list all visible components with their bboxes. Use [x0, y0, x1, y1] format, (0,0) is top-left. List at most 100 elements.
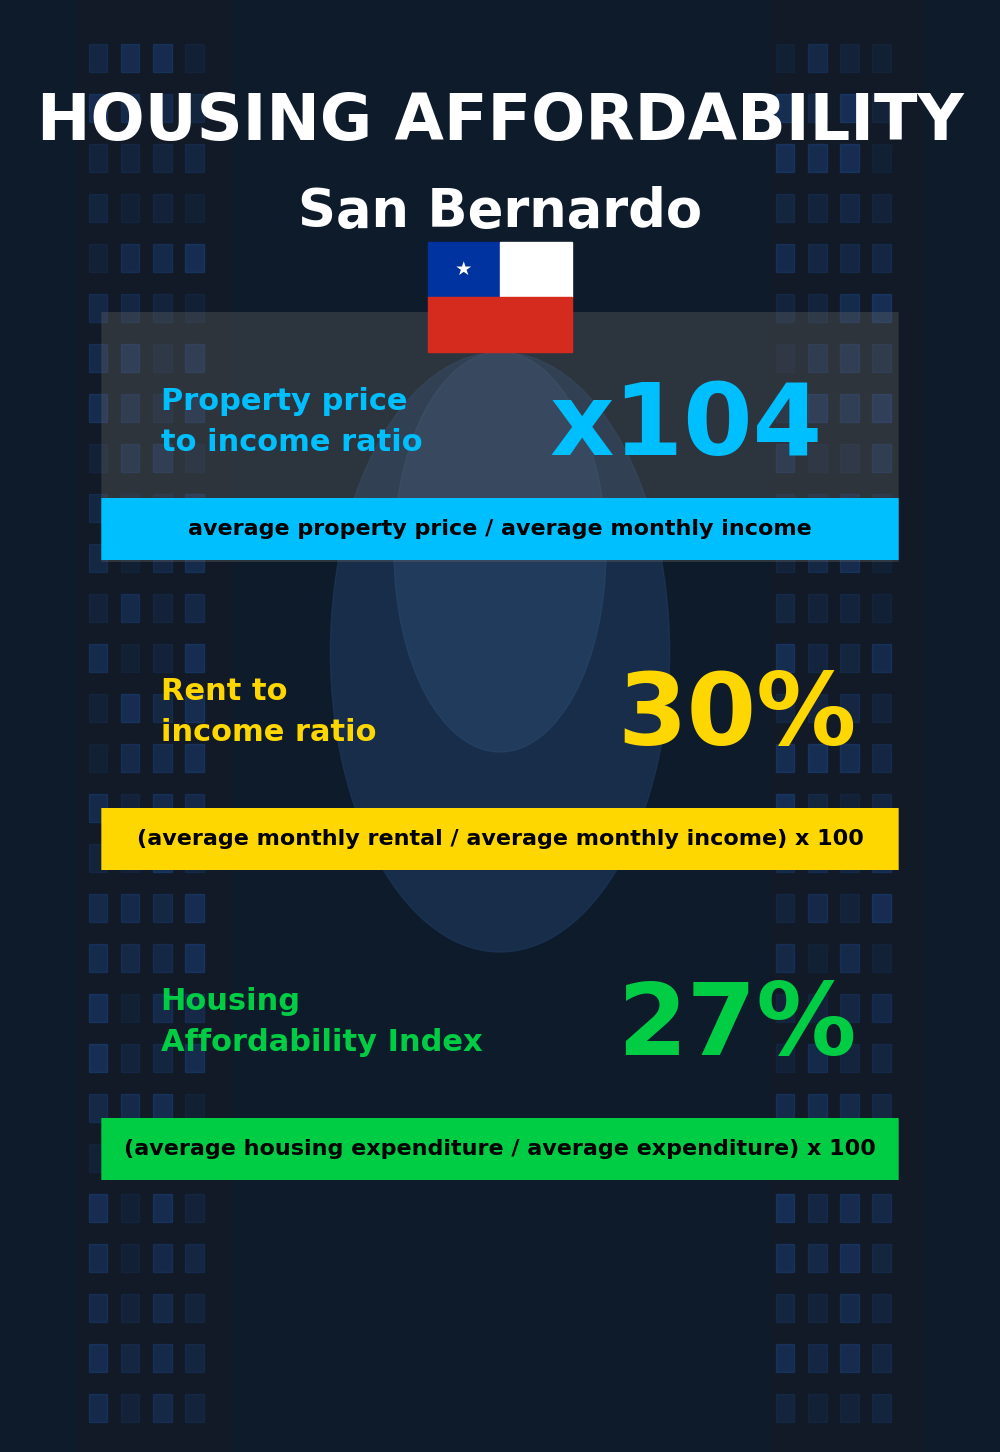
- Bar: [121, 944, 139, 971]
- Text: Property price
to income ratio: Property price to income ratio: [161, 388, 422, 457]
- Bar: [185, 844, 204, 873]
- Bar: [89, 944, 107, 971]
- Bar: [185, 244, 204, 272]
- Bar: [776, 944, 794, 971]
- Bar: [840, 1294, 859, 1321]
- Bar: [840, 94, 859, 122]
- Bar: [153, 894, 172, 922]
- Bar: [872, 244, 891, 272]
- Bar: [153, 244, 172, 272]
- Bar: [872, 1294, 891, 1321]
- Text: ★: ★: [455, 260, 473, 279]
- Bar: [840, 894, 859, 922]
- Bar: [153, 195, 172, 222]
- Bar: [89, 393, 107, 423]
- Bar: [840, 944, 859, 971]
- Bar: [153, 1044, 172, 1072]
- Bar: [808, 944, 827, 971]
- Bar: [89, 293, 107, 322]
- Bar: [185, 694, 204, 722]
- Bar: [808, 44, 827, 73]
- Bar: [185, 494, 204, 523]
- Ellipse shape: [394, 351, 606, 752]
- Bar: [185, 1144, 204, 1172]
- Bar: [872, 1194, 891, 1223]
- Bar: [808, 544, 827, 572]
- Bar: [872, 594, 891, 621]
- Bar: [89, 594, 107, 621]
- FancyBboxPatch shape: [101, 807, 899, 870]
- Bar: [153, 544, 172, 572]
- Bar: [808, 1345, 827, 1372]
- Bar: [872, 645, 891, 672]
- Text: San Bernardo: San Bernardo: [298, 186, 702, 238]
- Bar: [808, 1394, 827, 1422]
- Bar: [185, 995, 204, 1022]
- Bar: [872, 794, 891, 822]
- Bar: [872, 293, 891, 322]
- Bar: [121, 995, 139, 1022]
- Bar: [872, 1044, 891, 1072]
- Bar: [428, 242, 500, 298]
- Bar: [185, 1394, 204, 1422]
- Bar: [840, 544, 859, 572]
- Bar: [872, 1244, 891, 1272]
- Bar: [872, 844, 891, 873]
- Bar: [840, 393, 859, 423]
- Bar: [153, 1244, 172, 1272]
- Bar: [121, 694, 139, 722]
- Bar: [776, 44, 794, 73]
- Bar: [121, 743, 139, 772]
- Bar: [185, 195, 204, 222]
- Bar: [776, 1345, 794, 1372]
- Bar: [840, 293, 859, 322]
- Bar: [808, 1044, 827, 1072]
- Bar: [89, 94, 107, 122]
- Bar: [776, 894, 794, 922]
- Bar: [776, 694, 794, 722]
- Bar: [185, 1044, 204, 1072]
- Bar: [776, 393, 794, 423]
- Bar: [808, 694, 827, 722]
- Bar: [121, 1144, 139, 1172]
- Bar: [153, 344, 172, 372]
- Bar: [808, 743, 827, 772]
- Bar: [872, 144, 891, 171]
- Bar: [153, 393, 172, 423]
- FancyBboxPatch shape: [101, 498, 899, 560]
- Bar: [840, 594, 859, 621]
- Bar: [840, 444, 859, 472]
- Bar: [776, 544, 794, 572]
- Bar: [121, 293, 139, 322]
- Text: average property price / average monthly income: average property price / average monthly…: [188, 518, 812, 539]
- Text: (average housing expenditure / average expenditure) x 100: (average housing expenditure / average e…: [124, 1138, 876, 1159]
- Bar: [185, 1194, 204, 1223]
- Bar: [840, 1244, 859, 1272]
- Bar: [840, 694, 859, 722]
- Bar: [185, 293, 204, 322]
- Bar: [776, 1144, 794, 1172]
- Bar: [808, 594, 827, 621]
- Bar: [776, 344, 794, 372]
- Bar: [840, 344, 859, 372]
- Bar: [872, 393, 891, 423]
- Bar: [121, 44, 139, 73]
- Bar: [872, 995, 891, 1022]
- Bar: [872, 944, 891, 971]
- Bar: [808, 1194, 827, 1223]
- Bar: [872, 344, 891, 372]
- Bar: [89, 544, 107, 572]
- Bar: [872, 743, 891, 772]
- Bar: [89, 995, 107, 1022]
- Bar: [776, 444, 794, 472]
- Bar: [121, 195, 139, 222]
- Bar: [776, 645, 794, 672]
- Bar: [840, 144, 859, 171]
- Bar: [89, 144, 107, 171]
- Bar: [776, 594, 794, 621]
- Bar: [840, 44, 859, 73]
- Bar: [185, 94, 204, 122]
- Bar: [776, 1044, 794, 1072]
- Bar: [840, 1345, 859, 1372]
- Bar: [153, 1294, 172, 1321]
